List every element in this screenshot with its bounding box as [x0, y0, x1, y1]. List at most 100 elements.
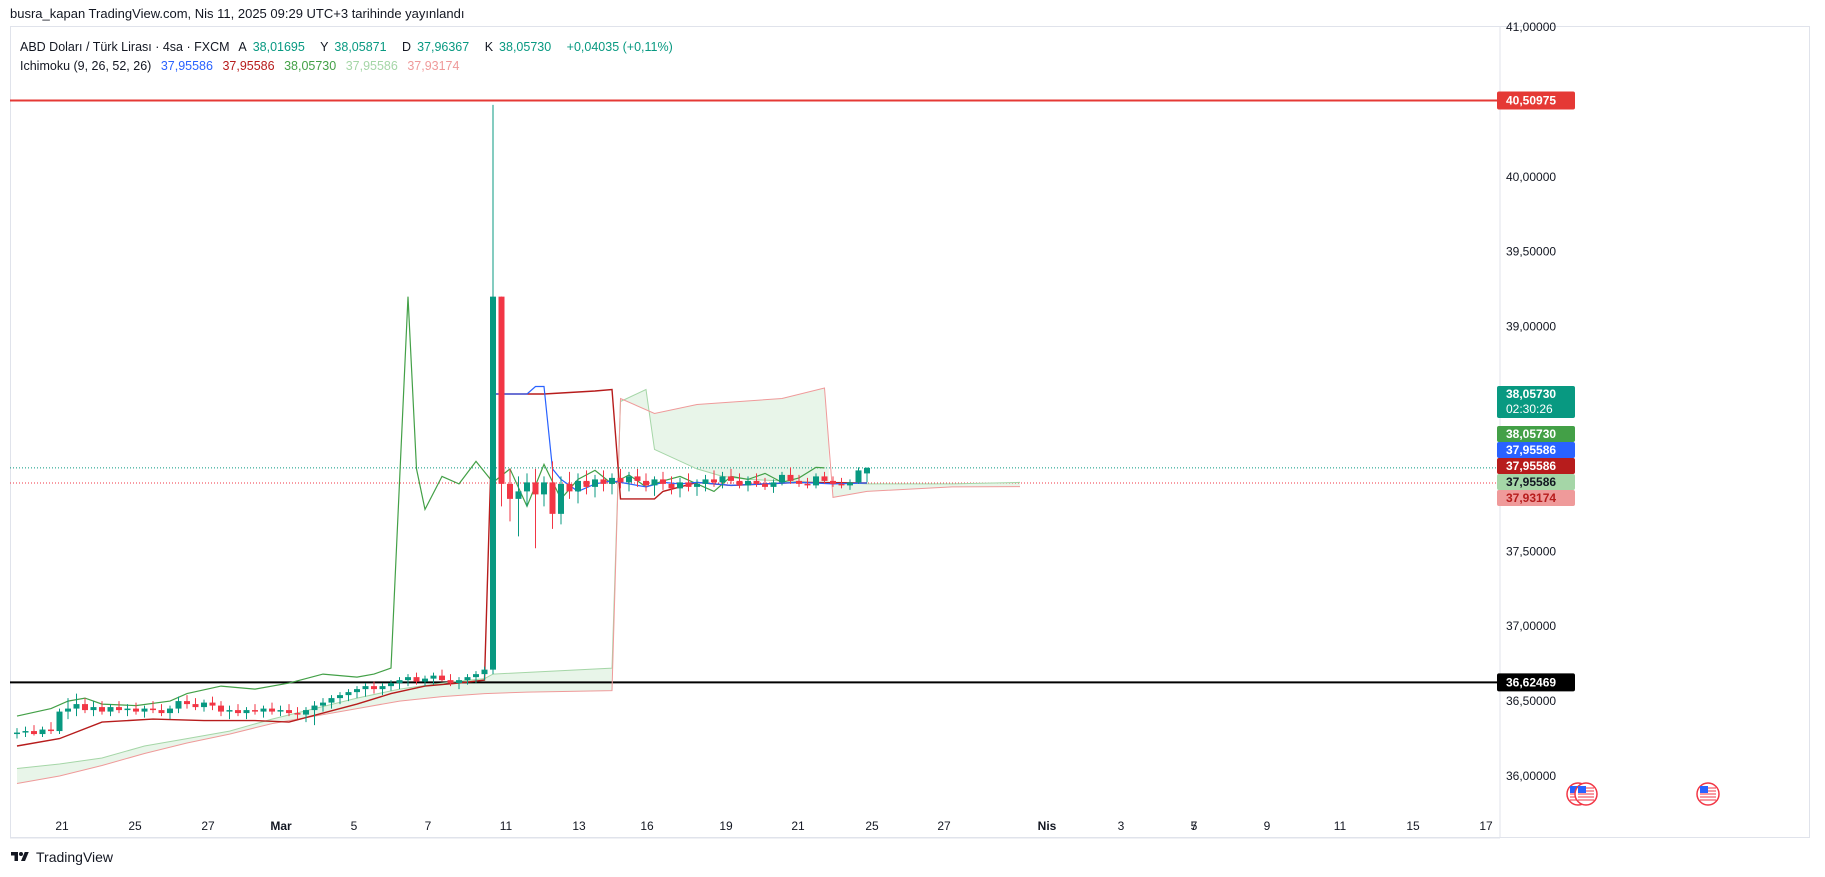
brand-name: TradingView	[36, 849, 114, 865]
high-label: Y	[320, 40, 329, 54]
footer-brand[interactable]: TradingView	[10, 849, 113, 865]
ichimoku-cloud	[17, 388, 1020, 784]
time-tick-label: 7	[1191, 819, 1198, 833]
candle	[337, 695, 343, 699]
base-price-tag	[1497, 458, 1575, 474]
candle	[753, 480, 760, 484]
open-value: 38,01695	[252, 40, 305, 54]
candle	[39, 729, 46, 735]
candle	[515, 491, 522, 499]
indicator-name[interactable]: Ichimoku (9, 26, 52, 26)	[20, 59, 152, 73]
candle	[311, 705, 318, 711]
time-tick-label: 7	[425, 819, 432, 833]
symbol-name[interactable]: ABD Doları / Türk Lirası · 4sa · FXCM	[20, 40, 230, 54]
close-value: 38,05730	[499, 40, 552, 54]
candle	[294, 713, 301, 715]
price-tick-label: 37,50000	[1506, 544, 1556, 558]
low-value: 37,96367	[417, 40, 470, 54]
candle	[719, 476, 726, 483]
cloud-segment	[17, 534, 617, 784]
price-tick-label: 39,50000	[1506, 245, 1556, 259]
conversion-price-text: 37,95586	[1506, 443, 1556, 457]
candle	[396, 680, 403, 684]
candle	[804, 483, 811, 486]
time-tick-label: 21	[791, 819, 805, 833]
conversion-price-tag	[1497, 442, 1575, 458]
span-a-value: 37,95586	[345, 59, 398, 73]
candle	[124, 708, 131, 711]
spanB-price-tag	[1497, 490, 1575, 506]
candle	[31, 731, 37, 735]
candle	[617, 477, 624, 483]
candle	[192, 704, 199, 708]
lagging-price-tag	[1497, 426, 1575, 442]
candle	[609, 477, 615, 484]
candle	[745, 480, 751, 486]
price-tick-label: 36,00000	[1506, 769, 1556, 783]
conversion-value: 37,95586	[160, 59, 213, 73]
candle	[422, 678, 428, 682]
candle	[524, 482, 530, 492]
candle	[855, 470, 862, 483]
candle	[82, 704, 88, 711]
candle	[320, 702, 326, 706]
time-tick-label: 11	[1334, 819, 1347, 833]
candle	[813, 476, 819, 486]
us-flag-event-icon[interactable]	[1696, 782, 1720, 806]
candle	[354, 689, 360, 693]
candle	[592, 479, 598, 487]
candle	[796, 480, 802, 484]
time-tick-label: Mar	[270, 819, 292, 833]
candle	[498, 296, 505, 484]
candle	[379, 686, 386, 690]
candle	[575, 480, 581, 492]
price-tick-label: 41,00000	[1506, 20, 1556, 34]
open-label: A	[238, 40, 247, 54]
ichimoku-spanB-line	[16, 387, 1021, 784]
time-tick-label: 3	[1118, 819, 1125, 833]
high-value: 38,05871	[334, 40, 387, 54]
candle	[184, 701, 190, 705]
candle	[243, 710, 250, 714]
time-tick-label: 13	[572, 819, 586, 833]
time-tick-label: Nis	[1038, 819, 1057, 833]
bar-countdown-text: 02:30:26	[1506, 402, 1553, 416]
candle	[779, 474, 785, 483]
candle	[583, 480, 590, 487]
price-price-tag	[1497, 386, 1575, 418]
time-tick-label: 5	[351, 819, 358, 833]
candle	[413, 677, 420, 682]
candle	[175, 701, 182, 709]
legend-indicator-row: Ichimoku (9, 26, 52, 26) 37,95586 37,955…	[20, 57, 679, 76]
candle	[56, 711, 63, 732]
resistance-price-text: 40,50975	[1506, 93, 1556, 107]
candle	[303, 710, 309, 715]
candle	[430, 675, 437, 679]
spanA-price-text: 37,95586	[1506, 475, 1556, 489]
price-labels: 40,5097536,6246938,0573002:30:2638,05730…	[1497, 91, 1575, 692]
candle	[405, 677, 411, 681]
change-value: +0,04035 (+0,11%)	[566, 40, 673, 54]
candle	[158, 710, 165, 714]
us-flag-event-icon[interactable]	[1574, 782, 1598, 806]
candle	[99, 707, 105, 712]
time-tick-label: 15	[1406, 819, 1420, 833]
time-axis[interactable]: 21 25 27 Mar 5 7 11 13 16 19 21 25 27 Nis 3 57 9 11 15 17	[10, 819, 1500, 839]
candle	[141, 708, 148, 712]
time-tick-label: 11	[500, 819, 513, 833]
candle	[566, 483, 573, 492]
spanA-price-tag	[1497, 474, 1575, 490]
time-tick-label: 16	[640, 819, 654, 833]
spanB-price-text: 37,93174	[1506, 491, 1556, 505]
base-value: 37,95586	[222, 59, 275, 73]
candle	[65, 708, 71, 712]
candle	[532, 482, 539, 495]
support-price-text: 36,62469	[1506, 675, 1556, 689]
candle	[711, 479, 717, 483]
candle	[600, 479, 607, 484]
economic-events[interactable]	[1566, 782, 1720, 806]
cloud-segment	[620, 388, 829, 483]
